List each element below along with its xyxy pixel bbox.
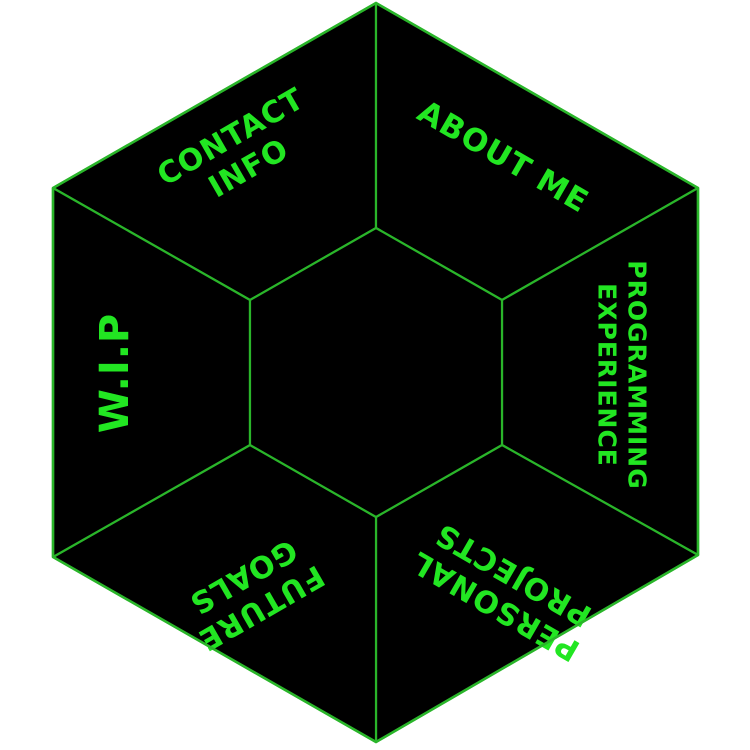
center-hexagon xyxy=(248,226,504,519)
outer-hexagon-border xyxy=(51,1,700,744)
